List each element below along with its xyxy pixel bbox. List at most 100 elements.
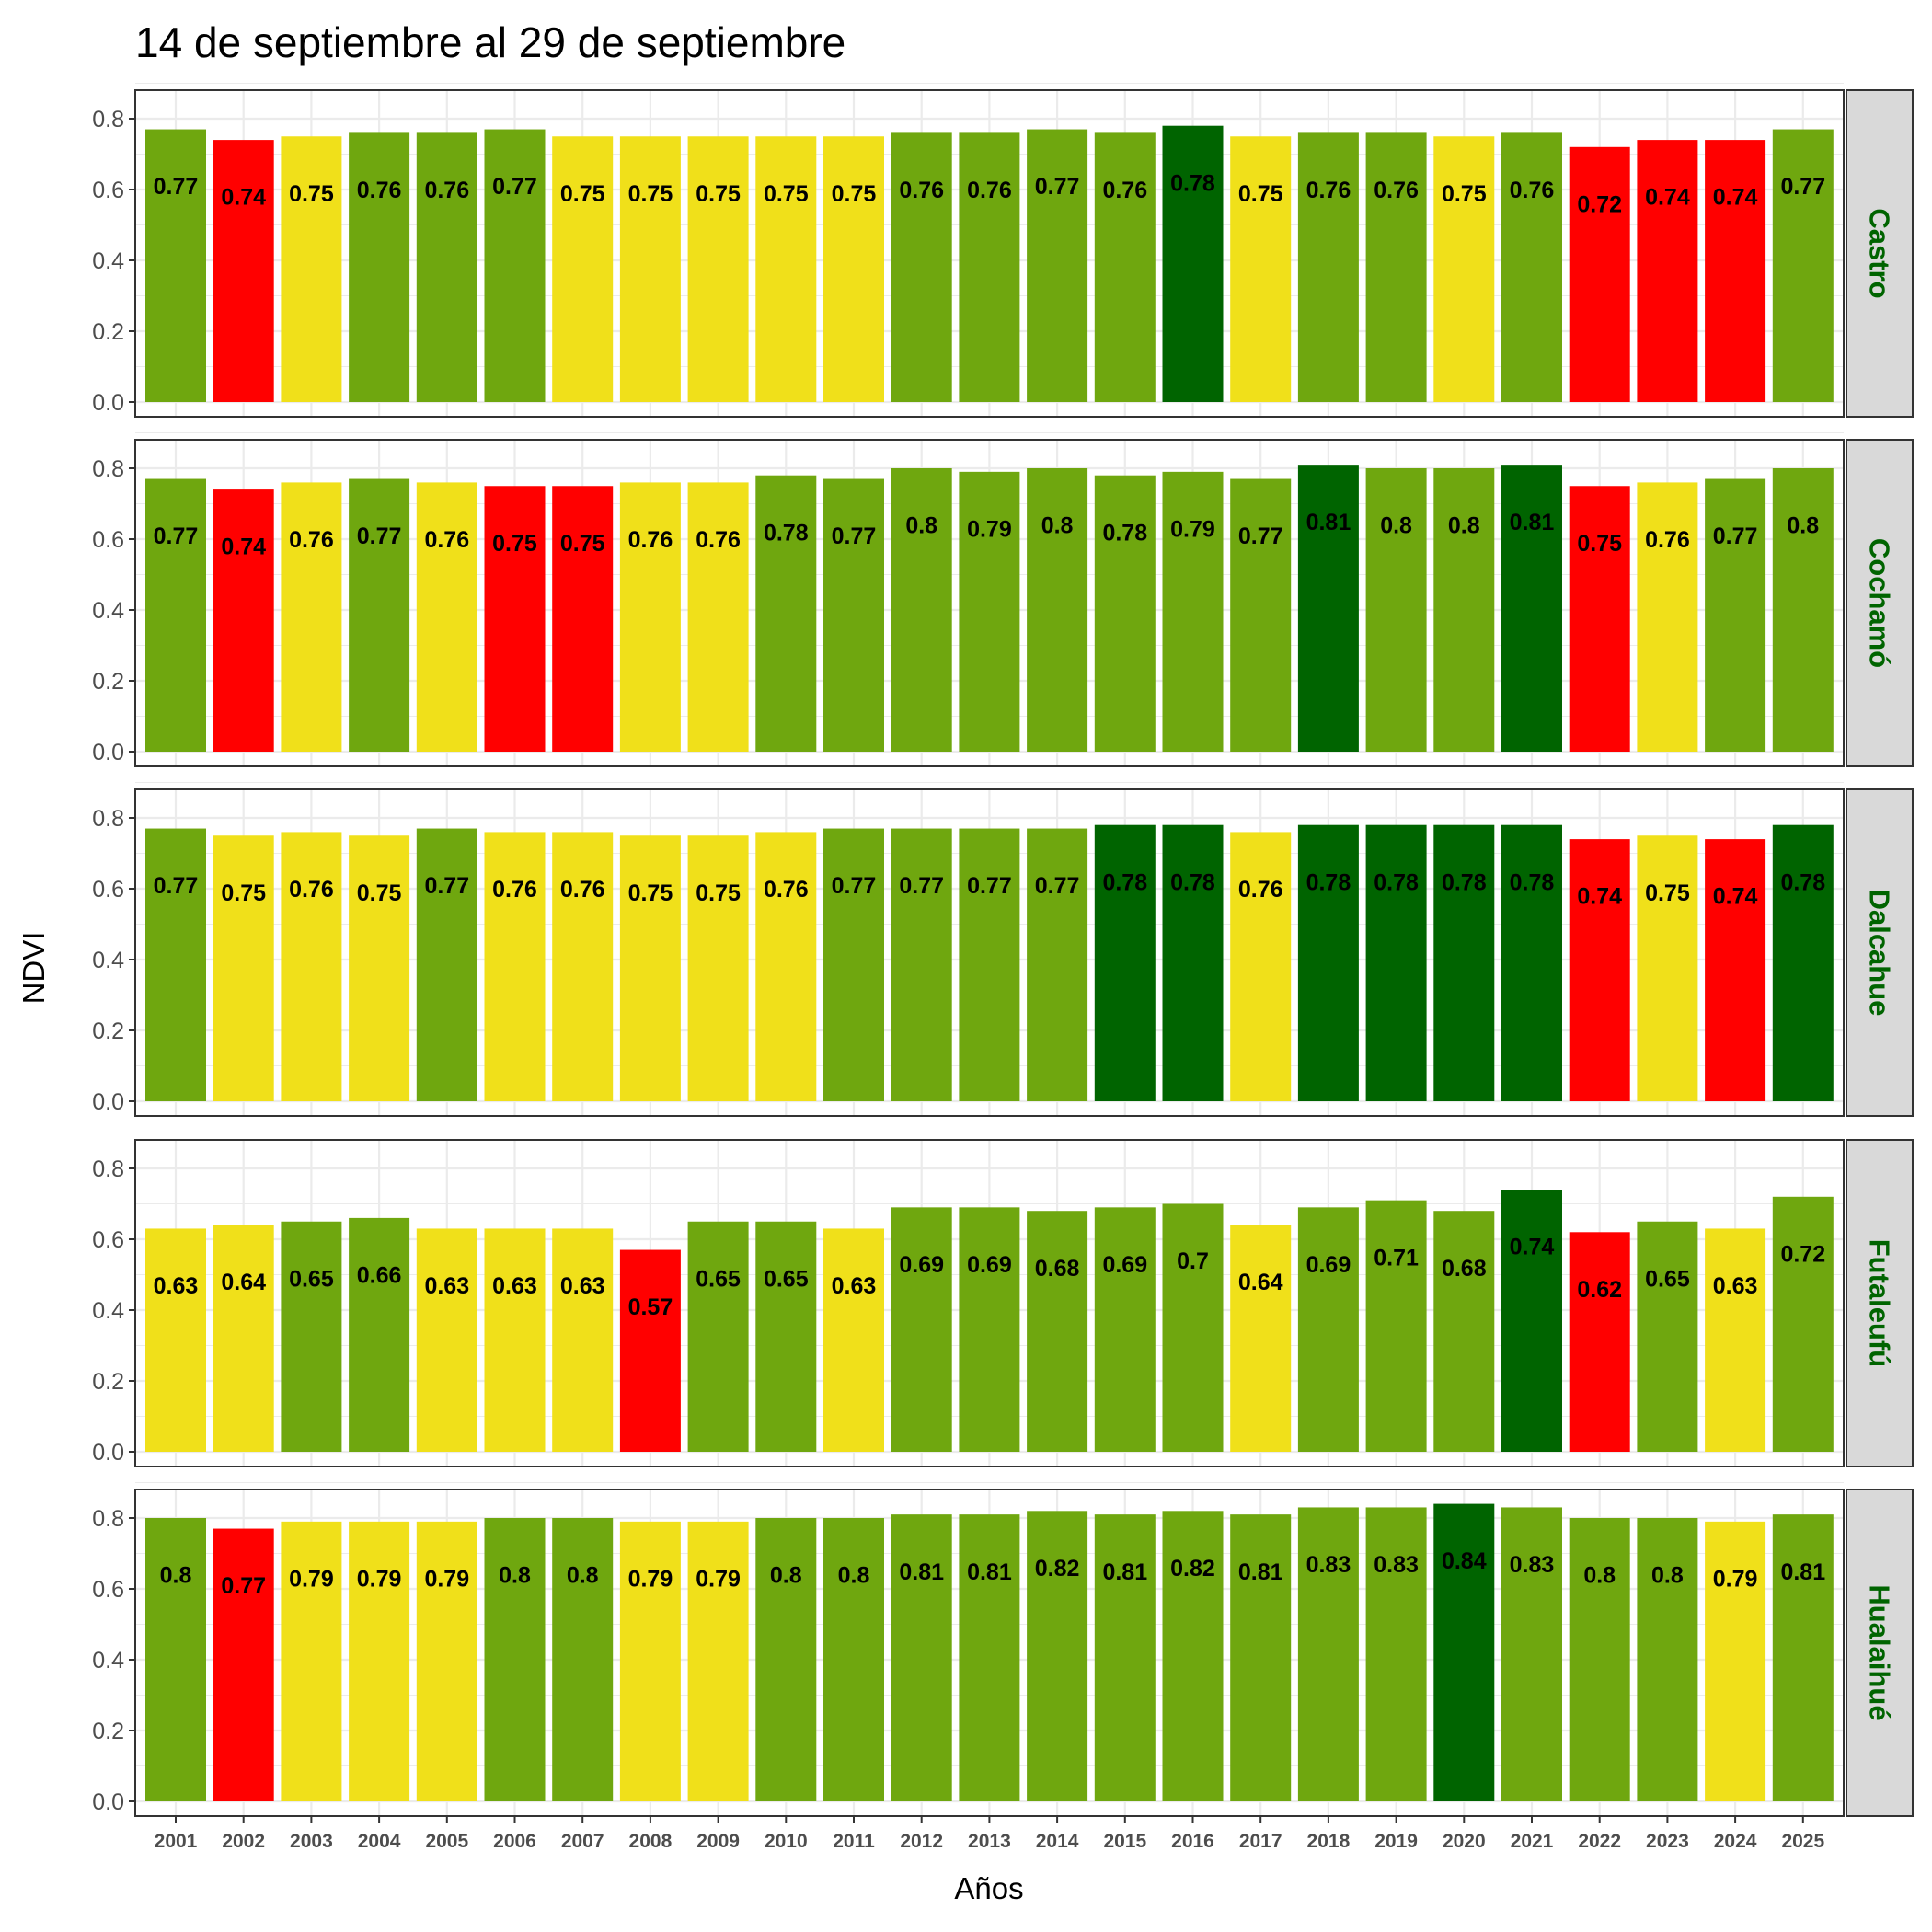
bar-Dalcahue-2021 <box>1501 824 1562 1101</box>
bar-Cochamó-2015 <box>1094 475 1156 752</box>
data-label: 0.75 <box>1238 181 1283 207</box>
bar-Castro-2022 <box>1569 146 1630 403</box>
bar-Cochamó-2007 <box>552 486 614 752</box>
x-tick-label: 2015 <box>1103 1831 1146 1852</box>
bar-Cochamó-2011 <box>823 478 884 752</box>
bar-Cochamó-2021 <box>1501 465 1562 752</box>
bar-Futaleufú-2012 <box>891 1207 952 1452</box>
bar-Hualaihué-2013 <box>959 1514 1020 1801</box>
x-tick-label: 2009 <box>696 1831 740 1852</box>
data-label: 0.81 <box>1102 1559 1147 1585</box>
bar-Cochamó-2006 <box>484 486 546 752</box>
x-tick-label: 2003 <box>290 1831 333 1852</box>
bar-Dalcahue-2007 <box>552 832 614 1101</box>
data-label: 0.65 <box>696 1266 741 1292</box>
bar-Hualaihué-2016 <box>1162 1511 1224 1801</box>
bar-Dalcahue-2023 <box>1637 835 1698 1101</box>
bar-Dalcahue-2009 <box>687 835 749 1101</box>
data-label: 0.77 <box>1035 174 1080 200</box>
data-label: 0.63 <box>424 1273 469 1299</box>
bar-Hualaihué-2025 <box>1772 1514 1834 1801</box>
bar-Castro-2009 <box>687 136 749 402</box>
y-tick-label: 0.4 <box>92 1298 124 1324</box>
y-tick-label: 0.8 <box>92 806 124 832</box>
bar-Dalcahue-2016 <box>1162 824 1224 1101</box>
bar-Hualaihué-2024 <box>1705 1521 1766 1801</box>
y-tick-label: 0.2 <box>92 1018 124 1044</box>
data-label: 0.82 <box>1170 1556 1215 1581</box>
data-label: 0.63 <box>492 1273 537 1299</box>
facet-strip <box>1846 788 1914 1117</box>
data-label: 0.76 <box>967 178 1012 203</box>
data-label: 0.77 <box>832 523 877 549</box>
data-label: 0.75 <box>832 181 877 207</box>
bar-Futaleufú-2025 <box>1772 1196 1834 1452</box>
data-label: 0.75 <box>1442 181 1487 207</box>
chart-title: 14 de septiembre al 29 de septiembre <box>135 18 845 66</box>
bar-Cochamó-2008 <box>619 482 681 752</box>
data-label: 0.8 <box>1041 513 1074 539</box>
y-tick-label: 0.0 <box>92 1440 124 1466</box>
data-label: 0.75 <box>289 181 334 207</box>
facet-panel-1: 0.77 0.74 0.75 0.76 0.76 0.77 0.75 0.75 0.75 0.75… <box>92 83 1914 418</box>
data-label: 0.75 <box>696 181 741 207</box>
bar-Futaleufú-2013 <box>959 1207 1020 1452</box>
bar-Castro-2019 <box>1365 132 1427 402</box>
x-tick-label: 2012 <box>900 1831 943 1852</box>
bar-Dalcahue-2017 <box>1230 832 1292 1101</box>
bar-Futaleufú-2024 <box>1705 1228 1766 1452</box>
data-label: 0.63 <box>832 1273 877 1299</box>
bar-Cochamó-2002 <box>213 489 274 752</box>
bar-Dalcahue-2012 <box>891 828 952 1101</box>
data-label: 0.79 <box>357 1566 402 1592</box>
bar-Futaleufú-2001 <box>145 1228 206 1452</box>
bar-Castro-2010 <box>755 136 817 402</box>
bar-Cochamó-2019 <box>1365 468 1427 752</box>
x-tick-label: 2007 <box>561 1831 604 1852</box>
bar-Dalcahue-2004 <box>349 835 410 1101</box>
data-label: 0.69 <box>967 1252 1012 1278</box>
data-label: 0.77 <box>154 523 199 549</box>
bar-Hualaihué-2002 <box>213 1528 274 1801</box>
data-label: 0.83 <box>1306 1552 1351 1578</box>
data-label: 0.75 <box>221 880 266 906</box>
bar-Futaleufú-2011 <box>823 1228 884 1452</box>
facet-strip-label: Dalcahue <box>1864 890 1896 1017</box>
data-label: 0.77 <box>154 174 199 200</box>
data-label: 0.8 <box>905 513 937 539</box>
y-tick-label: 0.0 <box>92 740 124 765</box>
bar-Dalcahue-2018 <box>1297 824 1359 1101</box>
data-label: 0.78 <box>1510 869 1555 895</box>
bar-Hualaihué-2012 <box>891 1514 952 1801</box>
x-tick-label: 2025 <box>1781 1831 1824 1852</box>
data-label: 0.62 <box>1577 1277 1622 1303</box>
x-tick-label: 2017 <box>1239 1831 1282 1852</box>
data-label: 0.75 <box>1577 531 1622 557</box>
data-label: 0.69 <box>1306 1252 1351 1278</box>
data-label: 0.77 <box>154 873 199 899</box>
bar-Hualaihué-2022 <box>1569 1518 1630 1801</box>
bar-Futaleufú-2015 <box>1094 1207 1156 1452</box>
bar-Futaleufú-2018 <box>1297 1207 1359 1452</box>
bar-Castro-2014 <box>1027 129 1088 403</box>
data-label: 0.8 <box>1380 513 1412 539</box>
x-axis-label: Años <box>954 1871 1023 1905</box>
data-label: 0.78 <box>1170 869 1215 895</box>
bar-Castro-2017 <box>1230 136 1292 402</box>
bar-Hualaihué-2023 <box>1637 1518 1698 1801</box>
bar-Hualaihué-2018 <box>1297 1507 1359 1801</box>
data-label: 0.75 <box>560 531 605 557</box>
bar-Dalcahue-2019 <box>1365 824 1427 1101</box>
data-label: 0.76 <box>696 527 741 553</box>
bar-Cochamó-2012 <box>891 468 952 752</box>
facet-strip-label: Hualaihué <box>1864 1584 1896 1720</box>
data-label: 0.74 <box>1510 1235 1555 1260</box>
bar-Futaleufú-2006 <box>484 1228 546 1452</box>
data-label: 0.8 <box>567 1563 599 1589</box>
x-tick-label: 2016 <box>1171 1831 1214 1852</box>
facet-panel-5: 0.8 0.77 0.79 0.79 0.79 0.8 0.8 0.79 0.79 0.8 0.8 0… <box>92 1482 1914 1817</box>
data-label: 0.81 <box>967 1559 1012 1585</box>
x-tick-label: 2001 <box>155 1831 198 1852</box>
bar-Dalcahue-2010 <box>755 832 817 1101</box>
